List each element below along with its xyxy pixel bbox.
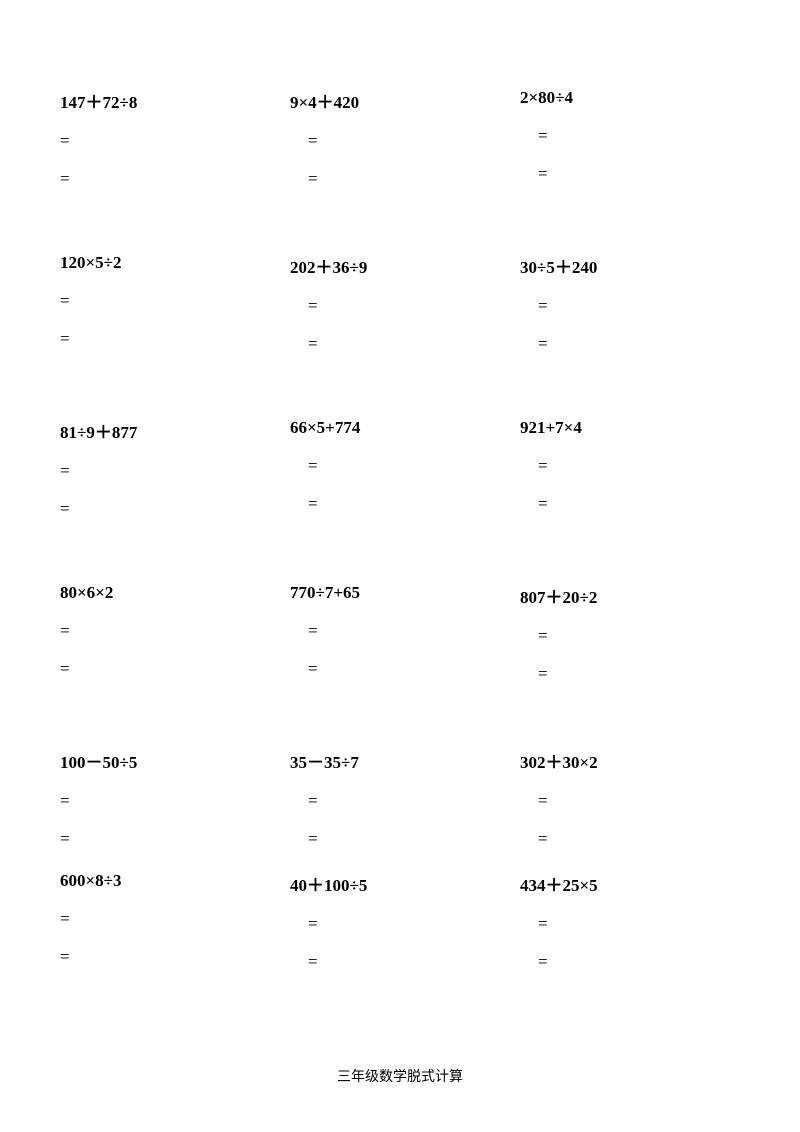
expression: 600×8÷3 xyxy=(60,871,280,891)
problem-cell: 100－50÷5 = = xyxy=(60,748,280,867)
expression: 2×80÷4 xyxy=(520,88,740,108)
work-line: = xyxy=(60,829,280,849)
expression: 80×6×2 xyxy=(60,583,280,603)
expression: 40＋100÷5 xyxy=(290,871,510,896)
work-line: = xyxy=(290,621,510,641)
work-line: = xyxy=(290,131,510,151)
problem-cell: 202＋36÷9 = = xyxy=(290,253,510,372)
problem-cell: 807＋20÷2 = = xyxy=(520,583,740,702)
work-line: = xyxy=(520,456,740,476)
work-line: = xyxy=(60,329,280,349)
expression: 807＋20÷2 xyxy=(520,583,740,608)
expression: 100－50÷5 xyxy=(60,748,280,773)
expression: 30÷5＋240 xyxy=(520,253,740,278)
expression: 434＋25×5 xyxy=(520,871,740,896)
expression: 9×4＋420 xyxy=(290,88,510,113)
work-line: = xyxy=(290,952,510,972)
expression: 120×5÷2 xyxy=(60,253,280,273)
problem-cell: 434＋25×5 = = xyxy=(520,871,740,990)
problem-cell: 9×4＋420 = = xyxy=(290,88,510,207)
expression: 202＋36÷9 xyxy=(290,253,510,278)
problem-cell: 921+7×4 = = xyxy=(520,418,740,537)
work-line: = xyxy=(520,664,740,684)
expression: 81÷9＋877 xyxy=(60,418,280,443)
work-line: = xyxy=(290,169,510,189)
problem-cell: 40＋100÷5 = = xyxy=(290,871,510,990)
expression: 921+7×4 xyxy=(520,418,740,438)
expression: 35－35÷7 xyxy=(290,748,510,773)
problem-cell: 66×5+774 = = xyxy=(290,418,510,537)
work-line: = xyxy=(60,909,280,929)
page-footer: 三年级数学脱式计算 xyxy=(0,1066,800,1086)
work-line: = xyxy=(520,914,740,934)
work-line: = xyxy=(60,659,280,679)
work-line: = xyxy=(290,829,510,849)
work-line: = xyxy=(60,169,280,189)
work-line: = xyxy=(520,334,740,354)
work-line: = xyxy=(60,791,280,811)
work-line: = xyxy=(60,291,280,311)
work-line: = xyxy=(290,456,510,476)
work-line: = xyxy=(290,494,510,514)
work-line: = xyxy=(520,164,740,184)
problems-grid: 147＋72÷8 = = 9×4＋420 = = 2×80÷4 = = 120×… xyxy=(60,88,740,1036)
work-line: = xyxy=(60,947,280,967)
work-line: = xyxy=(290,659,510,679)
problem-cell: 120×5÷2 = = xyxy=(60,253,280,372)
problem-cell: 600×8÷3 = = xyxy=(60,871,280,990)
problem-cell: 147＋72÷8 = = xyxy=(60,88,280,207)
problem-cell: 81÷9＋877 = = xyxy=(60,418,280,537)
expression: 66×5+774 xyxy=(290,418,510,438)
work-line: = xyxy=(60,131,280,151)
problem-cell: 80×6×2 = = xyxy=(60,583,280,702)
problem-cell: 35－35÷7 = = xyxy=(290,748,510,867)
work-line: = xyxy=(290,334,510,354)
work-line: = xyxy=(60,621,280,641)
expression: 302＋30×2 xyxy=(520,748,740,773)
problem-cell: 770÷7+65 = = xyxy=(290,583,510,702)
work-line: = xyxy=(520,296,740,316)
work-line: = xyxy=(290,296,510,316)
work-line: = xyxy=(520,952,740,972)
work-line: = xyxy=(520,126,740,146)
problem-cell: 30÷5＋240 = = xyxy=(520,253,740,372)
work-line: = xyxy=(520,494,740,514)
problem-cell: 302＋30×2 = = xyxy=(520,748,740,867)
work-line: = xyxy=(60,461,280,481)
expression: 147＋72÷8 xyxy=(60,88,280,113)
work-line: = xyxy=(290,914,510,934)
work-line: = xyxy=(290,791,510,811)
expression: 770÷7+65 xyxy=(290,583,510,603)
work-line: = xyxy=(520,791,740,811)
work-line: = xyxy=(520,626,740,646)
problem-cell: 2×80÷4 = = xyxy=(520,88,740,207)
work-line: = xyxy=(520,829,740,849)
work-line: = xyxy=(60,499,280,519)
